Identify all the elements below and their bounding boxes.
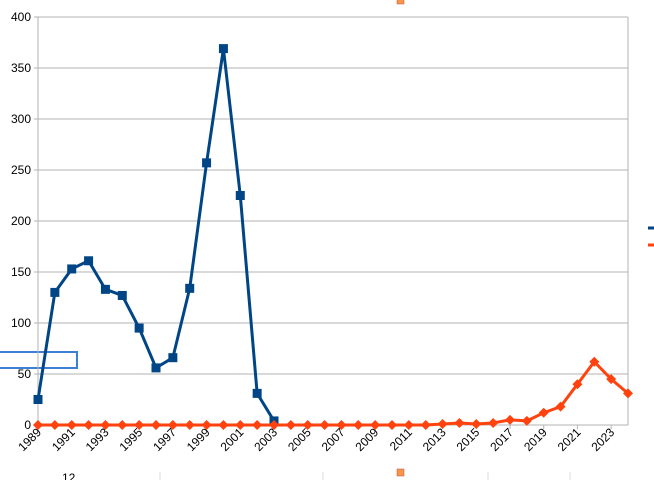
marker [117,290,127,300]
y-tick-label: 150 [11,265,31,279]
marker [403,420,414,430]
handle[interactable] [396,468,405,477]
marker [370,420,381,430]
marker [387,420,397,430]
marker [488,417,499,428]
marker [336,420,347,430]
marker [420,420,431,430]
y-tick-label: 200 [11,214,31,228]
marker [184,420,195,430]
marker [538,407,549,418]
overlay-text: 12 [62,471,76,480]
y-tick-label: 300 [11,112,31,126]
marker [589,356,600,367]
marker [471,418,482,429]
marker [555,401,566,412]
marker [572,379,583,390]
marker [454,417,465,428]
marker [117,420,128,430]
y-tick-label: 100 [11,316,31,330]
marker [67,264,77,274]
marker [50,287,60,297]
marker [100,284,110,294]
marker [319,420,330,430]
marker [202,158,212,168]
marker [505,414,515,425]
y-tick-label: 0 [24,418,31,432]
marker [252,420,263,430]
marker [66,420,77,430]
marker [302,420,313,430]
marker [151,420,161,430]
marker [100,420,111,430]
marker [168,353,178,363]
y-tick-label: 350 [11,61,31,75]
marker [83,420,94,430]
marker [167,420,178,430]
marker [49,420,60,430]
marker [235,420,246,430]
y-tick-label: 50 [18,367,32,381]
marker [521,415,532,426]
marker [151,363,161,373]
y-tick-label: 400 [11,10,31,24]
marker [33,420,43,430]
marker [134,420,145,430]
y-tick-label: 250 [11,163,31,177]
marker [235,191,245,200]
marker [437,418,448,429]
marker [285,420,296,430]
marker [218,44,228,54]
marker [33,395,43,404]
marker [623,388,633,399]
marker [218,420,229,430]
marker [252,388,262,398]
marker [269,420,279,430]
marker [84,256,94,266]
handle[interactable] [396,0,405,5]
marker [606,374,617,385]
marker [185,283,195,293]
marker [134,323,144,333]
marker [353,420,364,430]
marker [201,420,212,430]
